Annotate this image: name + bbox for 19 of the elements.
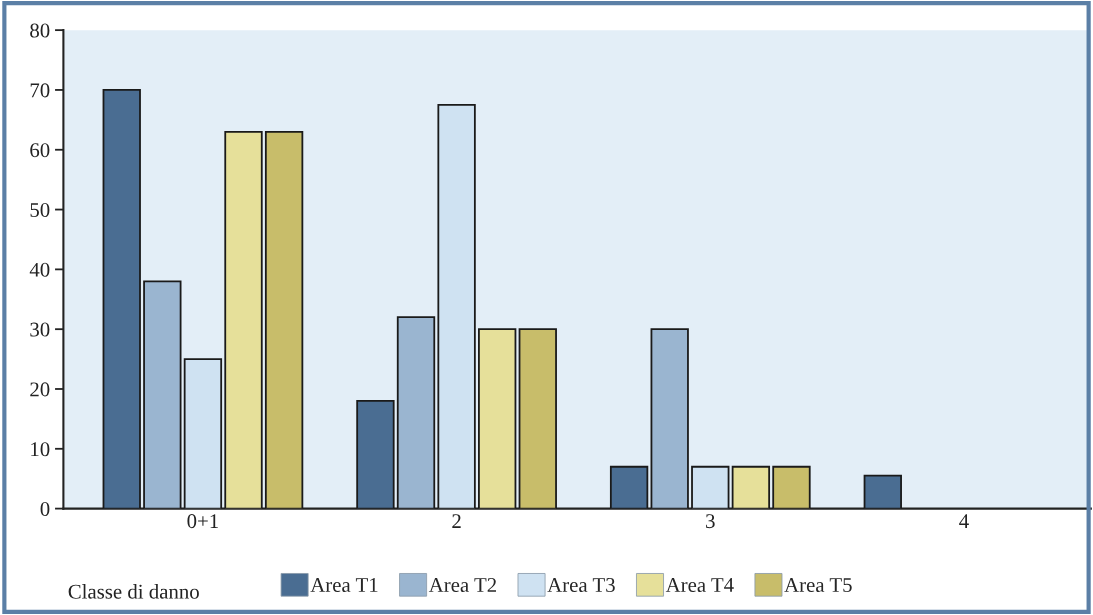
y-tick-label: 10 — [31, 442, 50, 457]
y-tick-label: 80 — [30, 23, 50, 38]
x-axis-title: Classe di danno — [68, 584, 199, 599]
y-tick-label: 60 — [30, 143, 50, 158]
x-tick-label: 2 — [452, 514, 461, 528]
legend-label: Area T5 — [784, 578, 852, 593]
y-tick-label: 20 — [30, 382, 50, 397]
y-tick-label: 40 — [29, 262, 50, 277]
y-tick-label: 30 — [30, 322, 50, 337]
legend-label: Area T2 — [428, 578, 497, 593]
legend-label: Area T4 — [665, 578, 734, 593]
legend-label: Area T3 — [547, 578, 615, 593]
y-tick-label: 70 — [30, 83, 50, 98]
legend-label: Area T1 — [310, 578, 378, 593]
y-tick-label: 0 — [40, 501, 50, 517]
x-tick-label: 3 — [706, 514, 715, 529]
x-tick-label: 0+1 — [187, 514, 218, 529]
x-tick-label: 4 — [959, 514, 969, 528]
y-tick-label: 50 — [30, 202, 50, 217]
